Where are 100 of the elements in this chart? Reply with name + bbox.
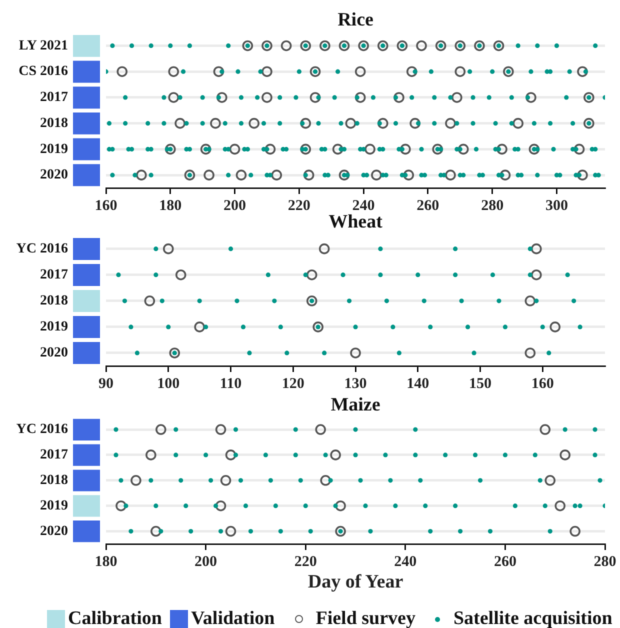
x-tick-label: 160 bbox=[94, 198, 118, 214]
point bbox=[528, 246, 532, 252]
point bbox=[293, 452, 298, 458]
point bbox=[316, 95, 321, 100]
point bbox=[353, 427, 358, 432]
x-tick-label: 150 bbox=[469, 376, 492, 392]
point bbox=[208, 478, 214, 483]
point bbox=[528, 272, 532, 278]
y-tick-label: 2019 bbox=[40, 320, 68, 335]
point bbox=[174, 427, 178, 432]
point bbox=[226, 43, 231, 48]
point bbox=[130, 475, 142, 486]
point bbox=[298, 478, 303, 483]
y-tick-label: 2020 bbox=[40, 346, 68, 361]
point bbox=[354, 66, 366, 77]
point bbox=[332, 95, 337, 100]
point bbox=[458, 528, 463, 534]
point bbox=[345, 172, 350, 178]
point bbox=[220, 475, 232, 486]
point bbox=[454, 121, 460, 126]
point bbox=[470, 121, 476, 126]
point bbox=[493, 121, 498, 126]
point bbox=[560, 450, 570, 460]
point bbox=[445, 118, 456, 129]
point bbox=[540, 324, 545, 330]
legend-label: Satellite acquisition bbox=[453, 608, 612, 628]
point bbox=[500, 170, 511, 180]
x-tick-label: 200 bbox=[224, 198, 246, 214]
point bbox=[412, 69, 418, 74]
point bbox=[169, 348, 180, 358]
point bbox=[413, 452, 418, 458]
point bbox=[248, 118, 260, 129]
point bbox=[335, 69, 340, 74]
y-tick-label: 2017 bbox=[40, 90, 68, 106]
x-tick-label: 280 bbox=[594, 554, 616, 570]
point bbox=[262, 92, 272, 103]
point bbox=[164, 144, 176, 155]
point bbox=[470, 95, 476, 100]
point bbox=[132, 172, 138, 178]
point bbox=[528, 69, 534, 74]
point bbox=[278, 95, 282, 100]
point bbox=[490, 272, 496, 278]
point bbox=[322, 146, 328, 152]
point bbox=[122, 298, 128, 304]
point bbox=[403, 172, 408, 178]
point bbox=[358, 478, 363, 483]
point bbox=[550, 322, 560, 332]
point bbox=[554, 500, 566, 512]
x-tick-label: 100 bbox=[157, 376, 180, 392]
point bbox=[215, 424, 226, 435]
x-tick-label: 220 bbox=[288, 198, 310, 214]
point bbox=[584, 118, 594, 129]
point bbox=[216, 95, 221, 100]
point bbox=[524, 296, 536, 306]
point bbox=[332, 144, 344, 155]
point bbox=[278, 121, 282, 126]
point bbox=[459, 298, 464, 304]
point bbox=[261, 121, 266, 126]
point bbox=[593, 43, 598, 48]
chart-title: Wheat bbox=[328, 211, 384, 232]
point bbox=[370, 95, 376, 100]
point bbox=[184, 121, 189, 126]
x-tick-label: 280 bbox=[481, 198, 504, 214]
point bbox=[496, 298, 502, 304]
point bbox=[310, 66, 321, 77]
point bbox=[502, 452, 508, 458]
point bbox=[236, 69, 240, 74]
x-tick-label: 300 bbox=[545, 198, 568, 214]
point bbox=[478, 478, 483, 483]
point bbox=[423, 504, 428, 508]
point bbox=[406, 66, 418, 77]
point bbox=[353, 324, 358, 330]
point bbox=[278, 528, 283, 534]
point bbox=[266, 272, 270, 278]
point bbox=[413, 427, 418, 432]
x-tick-label: 200 bbox=[194, 554, 218, 570]
point bbox=[110, 43, 115, 48]
point bbox=[350, 348, 361, 358]
point bbox=[160, 298, 164, 304]
point bbox=[220, 69, 224, 74]
point bbox=[168, 43, 173, 48]
point bbox=[371, 170, 382, 180]
point bbox=[123, 121, 128, 126]
point bbox=[303, 172, 308, 178]
point bbox=[428, 69, 434, 74]
x-tick-label: 160 bbox=[531, 376, 554, 392]
point bbox=[306, 269, 318, 280]
point bbox=[233, 427, 238, 432]
point bbox=[558, 172, 562, 178]
point bbox=[154, 272, 158, 278]
point bbox=[264, 144, 276, 155]
point bbox=[592, 452, 598, 458]
point bbox=[380, 146, 386, 152]
point bbox=[262, 40, 272, 52]
point bbox=[512, 504, 518, 508]
point bbox=[178, 478, 184, 483]
point bbox=[578, 324, 582, 330]
point bbox=[273, 504, 278, 508]
point bbox=[474, 146, 479, 152]
point bbox=[116, 500, 126, 512]
